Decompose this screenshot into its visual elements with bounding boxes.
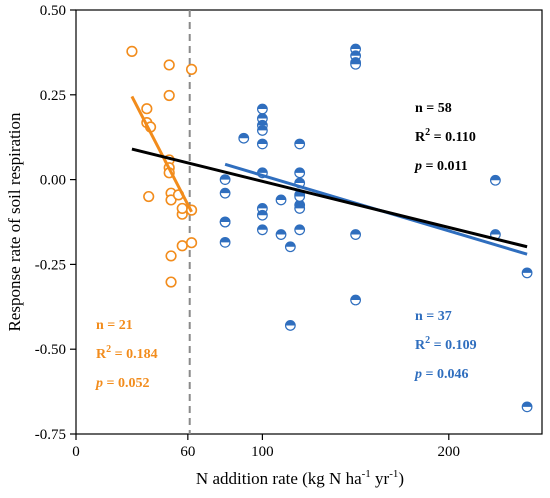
fit-line-low xyxy=(130,95,193,213)
stats-low-r2: R2 = 0.184 xyxy=(96,344,158,362)
x-tick-label: 200 xyxy=(438,444,461,460)
plot-frame xyxy=(75,9,543,435)
data-point-low xyxy=(126,45,138,57)
stats-low-n: n = 21 xyxy=(96,318,133,333)
data-point-low xyxy=(176,202,188,215)
stats-low-r2-sup: 2 xyxy=(106,344,111,355)
data-point-high xyxy=(490,174,501,186)
x-tick-label: 60 xyxy=(180,444,195,460)
data-point-high xyxy=(257,125,268,136)
y-tick-label: -0.75 xyxy=(35,427,66,443)
data-point-high xyxy=(219,187,231,199)
data-point-low xyxy=(176,240,188,252)
data-point-high xyxy=(257,209,268,221)
y-axis: 0.50 0.25 0.00 -0.25 -0.50 -0.75 xyxy=(35,3,76,443)
data-point-high xyxy=(350,294,362,306)
y-tick-label: 0.25 xyxy=(40,88,66,104)
stats-high-r2-value: = 0.109 xyxy=(430,338,476,353)
data-point-high xyxy=(219,236,231,248)
stats-low-p: p = 0.052 xyxy=(95,376,149,391)
data-point-low xyxy=(165,250,177,262)
x-axis: 0 60 100 200 xyxy=(72,434,460,460)
fit-line-all xyxy=(131,147,528,249)
y-tick-label: 0.50 xyxy=(40,3,66,19)
y-tick-label: -0.50 xyxy=(35,342,66,358)
data-point-high xyxy=(219,174,231,186)
stats-all-r2-sup: 2 xyxy=(425,127,430,138)
data-point-high xyxy=(257,224,268,236)
data-point-high xyxy=(219,216,231,228)
y-axis-title: Response rate of soil respiration xyxy=(5,112,24,332)
data-point-high xyxy=(238,132,250,144)
stats-all: n = 58 R2 = 0.110 p = 0.011 xyxy=(414,101,476,174)
data-point-high xyxy=(521,401,533,413)
stats-high-p-label: p xyxy=(414,367,422,382)
stats-all-n: n = 58 xyxy=(415,101,452,116)
stats-low: n = 21 R2 = 0.184 p = 0.052 xyxy=(95,318,158,391)
x-axis-title-sup: -1 xyxy=(389,468,398,480)
data-point-low xyxy=(185,237,198,249)
stats-all-p-value: = 0.011 xyxy=(422,159,468,174)
stats-high-r2-sup: 2 xyxy=(425,335,430,346)
data-point-high xyxy=(350,58,362,70)
stats-all-p: p = 0.011 xyxy=(414,159,468,174)
stats-high-p: p = 0.046 xyxy=(414,367,468,382)
data-point-high xyxy=(275,229,287,240)
x-tick-label: 100 xyxy=(251,444,274,460)
fit-lines xyxy=(130,95,528,256)
x-axis-title: N addition rate (kg N ha-1 yr-1) xyxy=(196,468,404,488)
stats-low-p-label: p xyxy=(95,376,103,391)
data-point-low xyxy=(163,59,175,71)
stats-all-r2-value: = 0.110 xyxy=(430,130,476,145)
stats-all-r2-label: R xyxy=(415,130,426,145)
stats-all-p-label: p xyxy=(414,159,422,174)
data-point-high xyxy=(257,103,268,115)
x-axis-title-sup: -1 xyxy=(362,468,371,480)
data-point-low xyxy=(141,103,153,115)
data-point-high xyxy=(284,320,296,331)
stats-high-p-value: = 0.046 xyxy=(422,367,468,382)
data-point-high xyxy=(294,203,306,214)
data-point-high xyxy=(284,241,296,253)
data-point-high xyxy=(294,167,306,179)
data-point-low xyxy=(165,276,177,288)
stats-low-r2-label: R xyxy=(96,347,107,362)
stats-high-r2: R2 = 0.109 xyxy=(415,335,477,353)
data-point-high xyxy=(294,138,306,150)
data-point-low xyxy=(165,194,177,206)
data-point-low xyxy=(185,63,198,75)
data-point-low xyxy=(143,190,155,203)
stats-high-r2-label: R xyxy=(415,338,426,353)
data-point-high xyxy=(294,224,306,236)
data-point-high xyxy=(257,138,268,150)
data-point-high xyxy=(275,194,287,206)
data-point-high xyxy=(350,229,362,240)
data-point-high xyxy=(294,191,306,202)
stats-low-r2-value: = 0.184 xyxy=(111,347,157,362)
x-axis-title-part: N addition rate (kg N ha xyxy=(196,469,362,488)
stats-high: n = 37 R2 = 0.109 p = 0.046 xyxy=(414,309,477,382)
stats-low-p-value: = 0.052 xyxy=(103,376,149,391)
stats-high-n: n = 37 xyxy=(415,309,452,324)
data-points xyxy=(126,43,533,413)
x-axis-title-part: ) xyxy=(398,469,404,488)
data-point-high xyxy=(521,267,533,279)
y-tick-label: 0.00 xyxy=(40,173,66,189)
x-axis-title-part: yr xyxy=(371,469,390,488)
y-tick-label: -0.25 xyxy=(35,257,66,273)
data-point-low xyxy=(163,89,175,102)
x-tick-label: 0 xyxy=(72,444,80,460)
stats-all-r2: R2 = 0.110 xyxy=(415,127,476,145)
